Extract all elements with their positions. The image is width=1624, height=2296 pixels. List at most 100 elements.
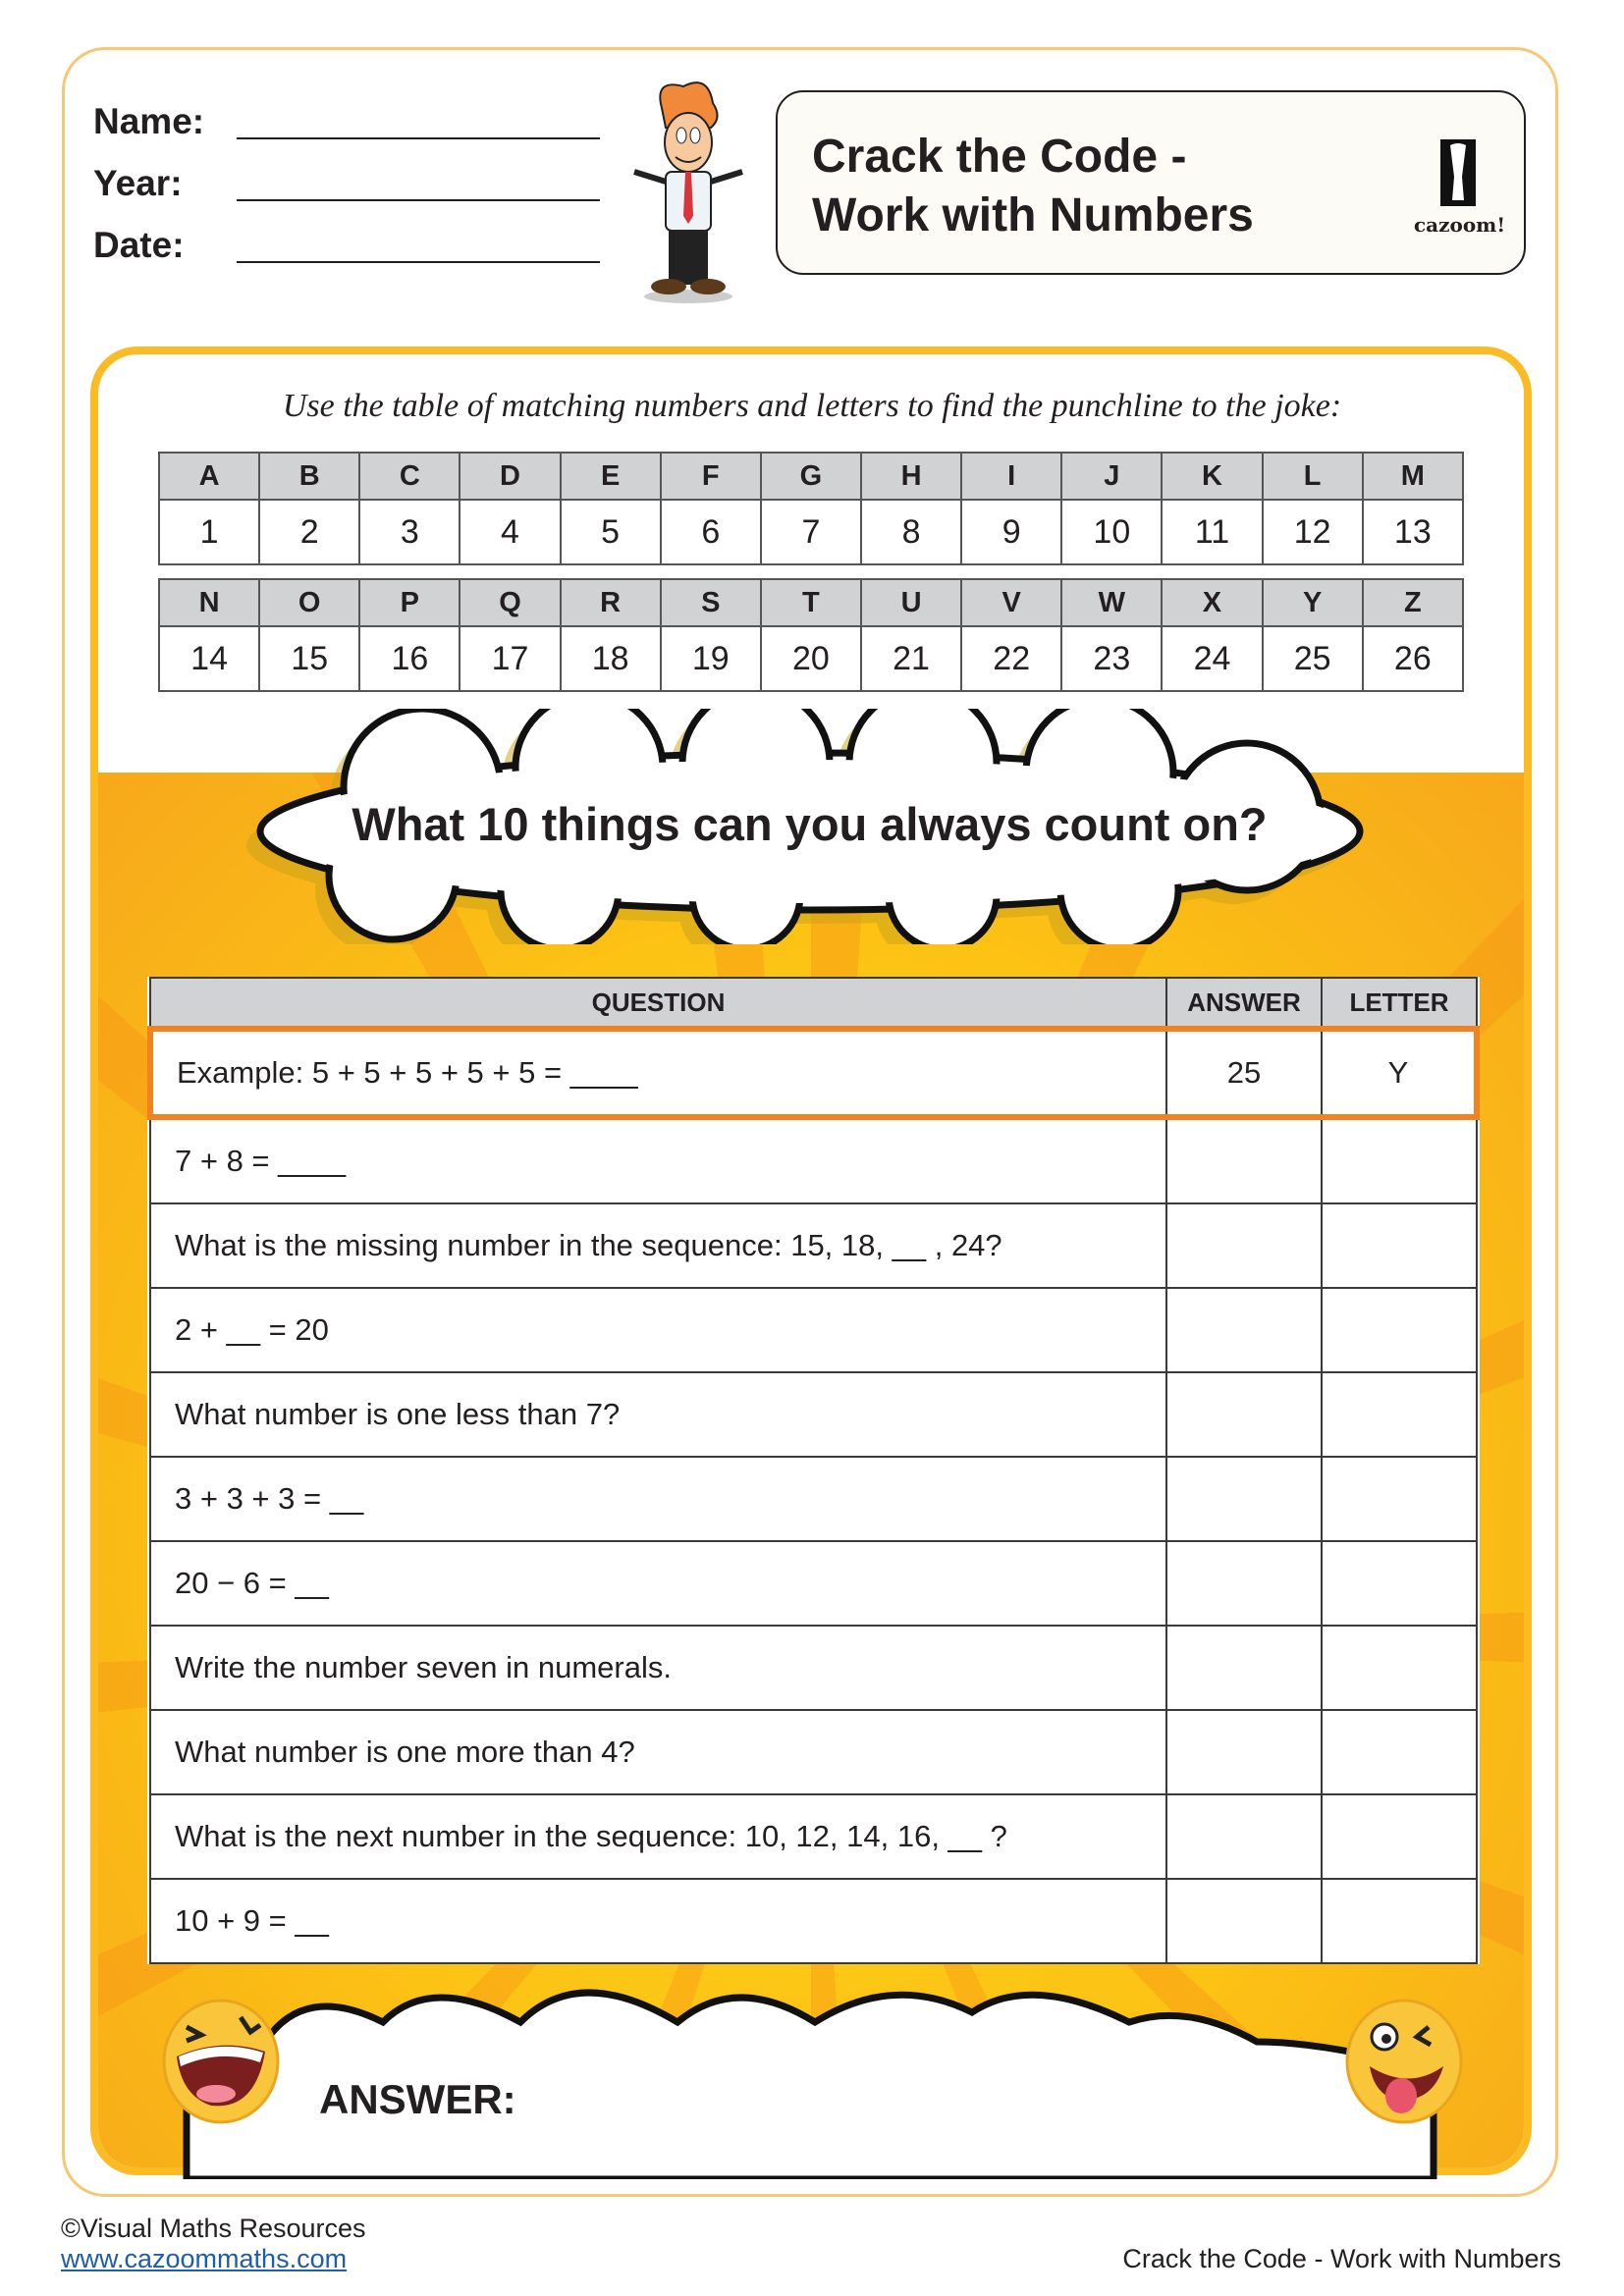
letter-cell[interactable] [1321,1793,1478,1880]
code-number: 15 [258,625,361,692]
code-letter: U [859,578,963,627]
question-row: What number is one less than 7? [149,1371,1478,1458]
code-letter: Z [1361,578,1465,627]
date-label: Date: [93,225,185,265]
question-text: Write the number seven in numerals. [149,1625,1167,1711]
letter-header: LETTER [1321,977,1478,1030]
example-row: Example: 5 + 5 + 5 + 5 + 5 = ____ 25 Y [147,1026,1480,1120]
code-letter: E [559,452,662,501]
question-row: 20 − 6 = __ [149,1540,1478,1627]
letter-cell[interactable] [1321,1371,1478,1458]
code-number: 11 [1161,499,1264,565]
question-row: 3 + 3 + 3 = __ [149,1456,1478,1542]
answer-cell[interactable] [1165,1793,1323,1880]
example-answer: 25 [1165,1026,1323,1120]
questions-table: QUESTION ANSWER LETTER Example: 5 + 5 + … [147,977,1480,1964]
name-label: Name: [93,101,205,141]
question-row: What is the missing number in the sequen… [149,1202,1478,1289]
code-number: 26 [1361,625,1465,692]
letter-cell[interactable] [1321,1709,1478,1795]
question-text: 20 − 6 = __ [149,1540,1167,1627]
code-number: 13 [1361,499,1465,565]
instructions: Use the table of matching numbers and le… [282,388,1342,424]
code-number: 14 [157,625,261,692]
answer-cell[interactable] [1165,1287,1323,1373]
letter-cell[interactable] [1321,1456,1478,1542]
question-row: Write the number seven in numerals. [149,1625,1478,1711]
letter-cell[interactable] [1321,1878,1478,1964]
question-text: 10 + 9 = __ [149,1878,1167,1964]
code-number: 2 [258,499,361,565]
code-letter: A [157,452,261,501]
code-number: 4 [459,499,562,565]
code-number: 20 [759,625,862,692]
date-field[interactable] [237,261,600,263]
answer-cell[interactable] [1165,1625,1323,1711]
question-text: What is the next number in the sequence:… [149,1793,1167,1880]
question-text: What is the missing number in the sequen… [149,1202,1167,1289]
cazoom-logo: cazoom! [1414,137,1505,237]
code-letter: J [1060,452,1164,501]
code-number: 19 [659,625,762,692]
code-number: 24 [1161,625,1264,692]
laughing-emoji-icon [162,1999,280,2124]
letter-cell[interactable] [1321,1287,1478,1373]
code-number: 25 [1261,625,1364,692]
code-letter: L [1261,452,1364,501]
code-number: 18 [559,625,662,692]
question-row: What number is one more than 4? [149,1709,1478,1795]
code-letter: K [1161,452,1264,501]
answer-cell[interactable] [1165,1116,1323,1204]
question-row: 10 + 9 = __ [149,1878,1478,1964]
letter-cell[interactable] [1321,1202,1478,1289]
answer-header: ANSWER [1165,977,1323,1030]
title-line-1: Crack the Code - [812,131,1187,183]
code-number: 7 [759,499,862,565]
code-letter: N [157,578,261,627]
letter-cell[interactable] [1321,1116,1478,1204]
question-text: 3 + 3 + 3 = __ [149,1456,1167,1542]
code-letter: C [358,452,461,501]
code-letter: X [1161,578,1264,627]
code-number: 22 [960,625,1063,692]
letter-cell[interactable] [1321,1625,1478,1711]
website-link[interactable]: www.cazoommaths.com [61,2244,348,2273]
question-text: 7 + 8 = ____ [149,1116,1167,1204]
code-letter: R [559,578,662,627]
year-field[interactable] [237,199,600,201]
question-row: What is the next number in the sequence:… [149,1793,1478,1880]
year-label: Year: [93,163,183,203]
answer-cloud [183,1989,1437,2179]
cup-logo-icon [1440,139,1476,206]
code-number: 12 [1261,499,1364,565]
answer-cell[interactable] [1165,1540,1323,1627]
answer-label: ANSWER: [319,2076,516,2122]
joke-cloud [246,709,1364,944]
code-number: 17 [459,625,562,692]
code-number: 16 [358,625,461,692]
code-letter: F [659,452,762,501]
code-table-n-z: N O P Q R S T U V W X Y Z 14 15 16 17 18 19 20 21 22 23 24 25 26 [157,578,1465,692]
answer-cell[interactable] [1165,1878,1323,1964]
question-row: 7 + 8 = ____ [149,1116,1478,1204]
answer-cell[interactable] [1165,1709,1323,1795]
title-box: Crack the Code - Work with Numbers cazoo… [776,90,1526,275]
code-letter: W [1060,578,1164,627]
code-letter: O [258,578,361,627]
code-number: 6 [659,499,762,565]
winking-emoji-icon [1345,1999,1463,2124]
answer-cell[interactable] [1165,1202,1323,1289]
page-border [62,47,1558,2197]
title-line-2: Work with Numbers [812,189,1254,241]
name-field[interactable] [237,137,600,139]
worksheet-title: Crack the Code - Work with Numbers [812,128,1254,245]
code-letter: B [258,452,361,501]
letter-cell[interactable] [1321,1540,1478,1627]
answer-cell[interactable] [1165,1371,1323,1458]
answer-cell[interactable] [1165,1456,1323,1542]
joke-question: What 10 things can you always count on? [352,798,1268,850]
code-letter: Q [459,578,562,627]
question-header: QUESTION [149,977,1167,1030]
code-number: 9 [960,499,1063,565]
code-letter: P [358,578,461,627]
